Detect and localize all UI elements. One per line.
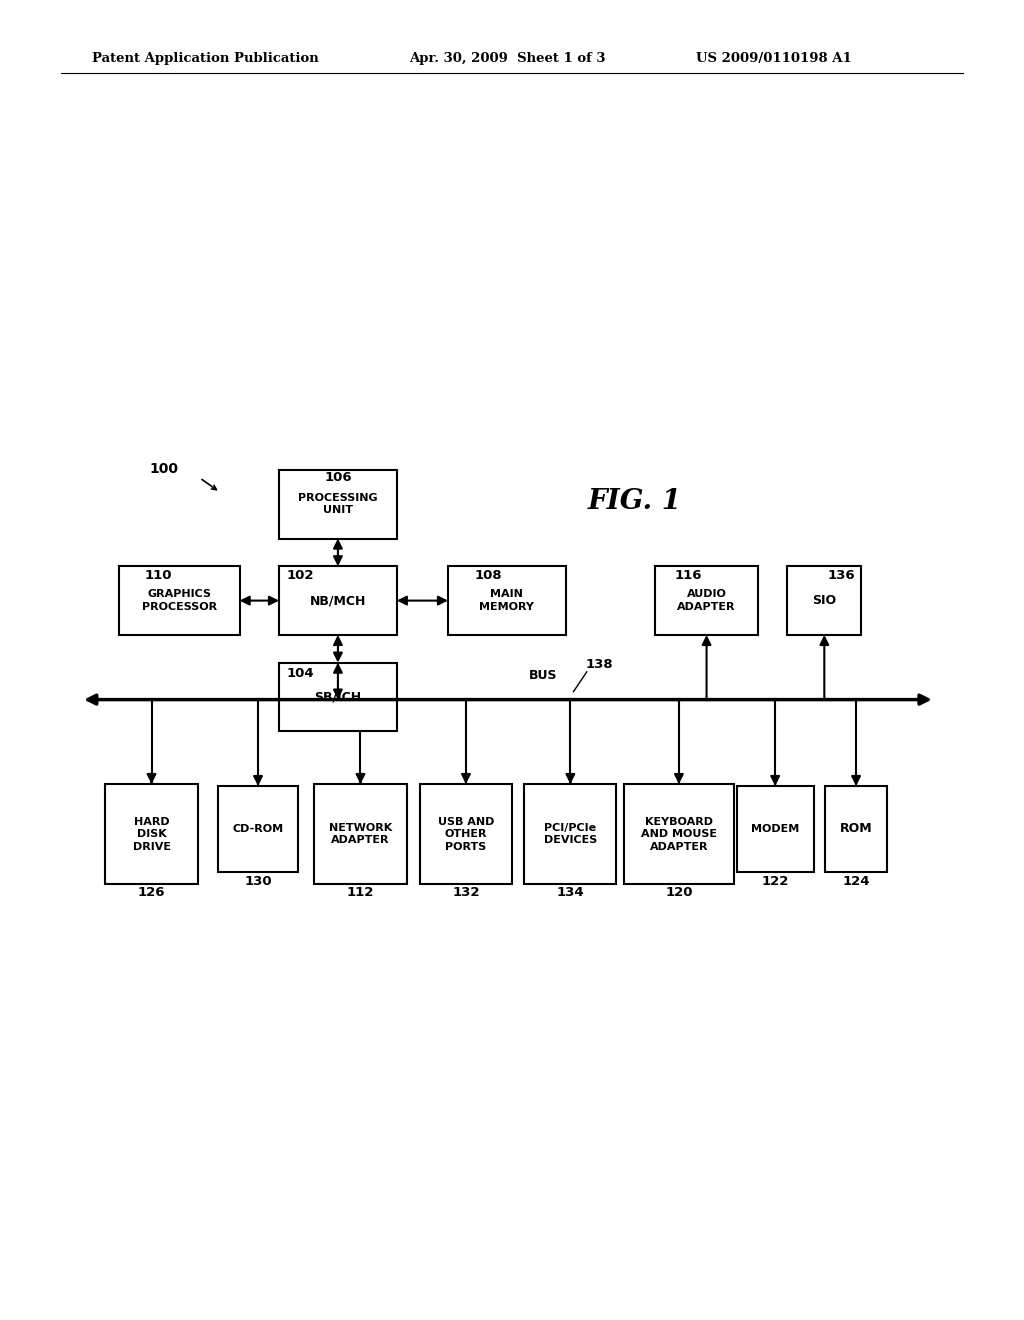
Text: 112: 112: [347, 886, 374, 899]
Text: 110: 110: [145, 569, 172, 582]
Text: FIG. 1: FIG. 1: [588, 488, 682, 515]
Text: SIO: SIO: [812, 594, 837, 607]
Text: 138: 138: [586, 657, 613, 671]
Text: SB/ICH: SB/ICH: [314, 690, 361, 704]
Text: NB/MCH: NB/MCH: [309, 594, 367, 607]
Text: US 2009/0110198 A1: US 2009/0110198 A1: [696, 51, 852, 65]
Bar: [787, 566, 861, 635]
Bar: [655, 566, 758, 635]
Bar: [279, 470, 397, 539]
Bar: [314, 784, 407, 884]
Bar: [420, 784, 512, 884]
Text: 108: 108: [475, 569, 502, 582]
Text: ROM: ROM: [840, 822, 872, 836]
Text: 106: 106: [325, 471, 351, 484]
Bar: [449, 566, 565, 635]
Bar: [279, 566, 397, 635]
Text: USB AND
OTHER
PORTS: USB AND OTHER PORTS: [437, 817, 495, 851]
Text: 104: 104: [287, 667, 313, 680]
Bar: [825, 785, 887, 871]
Text: 136: 136: [828, 569, 855, 582]
Text: 126: 126: [138, 886, 165, 899]
Text: KEYBOARD
AND MOUSE
ADAPTER: KEYBOARD AND MOUSE ADAPTER: [641, 817, 717, 851]
Bar: [119, 566, 240, 635]
Text: PCI/PCIe
DEVICES: PCI/PCIe DEVICES: [544, 824, 597, 845]
Bar: [279, 663, 397, 731]
Text: 132: 132: [453, 886, 479, 899]
Text: GRAPHICS
PROCESSOR: GRAPHICS PROCESSOR: [141, 590, 217, 611]
Text: Patent Application Publication: Patent Application Publication: [92, 51, 318, 65]
Text: HARD
DISK
DRIVE: HARD DISK DRIVE: [132, 817, 171, 851]
Text: 120: 120: [666, 886, 692, 899]
Text: MAIN
MEMORY: MAIN MEMORY: [479, 590, 535, 611]
Text: BUS: BUS: [528, 669, 557, 682]
Text: 102: 102: [287, 569, 313, 582]
Text: 122: 122: [762, 875, 788, 888]
Text: 130: 130: [245, 875, 271, 888]
Bar: [524, 784, 616, 884]
Bar: [218, 785, 298, 871]
Text: CD-ROM: CD-ROM: [232, 824, 284, 834]
Bar: [737, 785, 813, 871]
Bar: [105, 784, 198, 884]
Text: 100: 100: [150, 462, 178, 475]
Text: 116: 116: [675, 569, 701, 582]
Text: PROCESSING
UNIT: PROCESSING UNIT: [298, 494, 378, 515]
Text: 134: 134: [557, 886, 584, 899]
Text: NETWORK
ADAPTER: NETWORK ADAPTER: [329, 824, 392, 845]
Text: AUDIO
ADAPTER: AUDIO ADAPTER: [677, 590, 736, 611]
Text: Apr. 30, 2009  Sheet 1 of 3: Apr. 30, 2009 Sheet 1 of 3: [410, 51, 606, 65]
Text: 124: 124: [843, 875, 869, 888]
Bar: [624, 784, 734, 884]
Text: MODEM: MODEM: [751, 824, 800, 834]
